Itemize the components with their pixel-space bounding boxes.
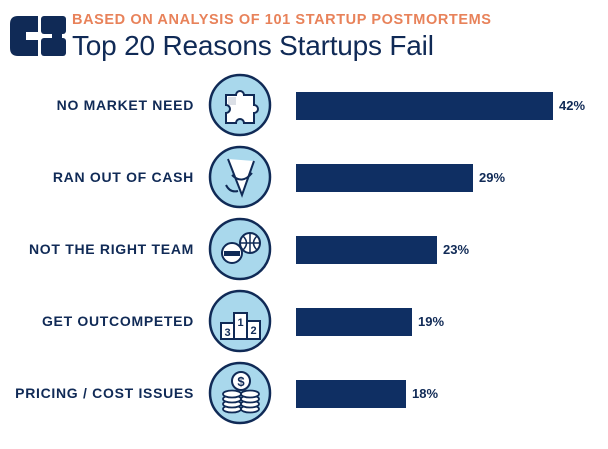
bar: [296, 92, 553, 120]
value-label: 29%: [479, 170, 506, 185]
bar: [296, 308, 412, 336]
value-label: 42%: [559, 98, 586, 113]
bar-row: NOT THE RIGHT TEAM 23%: [0, 217, 608, 281]
bar-row: PRICING / COST ISSUES $18%: [0, 361, 608, 425]
bar: [296, 164, 473, 192]
value-label: 18%: [412, 386, 439, 401]
bar: [296, 236, 437, 264]
podium-number: 1: [237, 317, 243, 329]
bar: [296, 380, 406, 408]
podium-number: 2: [250, 325, 256, 337]
puzzle-icon: [208, 73, 272, 137]
logo-icon: [10, 16, 66, 56]
podium-number: 3: [224, 327, 230, 339]
team-icon: [208, 217, 272, 281]
category-label: RAN OUT OF CASH: [52, 169, 194, 185]
category-label: GET OUTCOMPETED: [41, 313, 194, 329]
value-label: 19%: [418, 314, 445, 329]
bar-row: RAN OUT OF CASH 29%: [0, 145, 608, 209]
category-label: NOT THE RIGHT TEAM: [28, 241, 194, 257]
chart-header: BASED ON ANALYSIS OF 101 STARTUP POSTMOR…: [0, 0, 608, 70]
svg-text:$: $: [237, 374, 245, 389]
money-coins-icon: $: [208, 361, 272, 425]
bar-row: NO MARKET NEED 42%: [0, 73, 608, 137]
category-label: PRICING / COST ISSUES: [15, 385, 194, 401]
chart-title: Top 20 Reasons Startups Fail: [72, 30, 434, 61]
category-label: NO MARKET NEED: [56, 97, 194, 113]
bar-row: GET OUTCOMPETED 3 1 2 19%: [0, 289, 608, 353]
value-label: 23%: [443, 242, 470, 257]
empty-pocket-icon: [208, 145, 272, 209]
chart-subtitle: BASED ON ANALYSIS OF 101 STARTUP POSTMOR…: [72, 12, 492, 28]
